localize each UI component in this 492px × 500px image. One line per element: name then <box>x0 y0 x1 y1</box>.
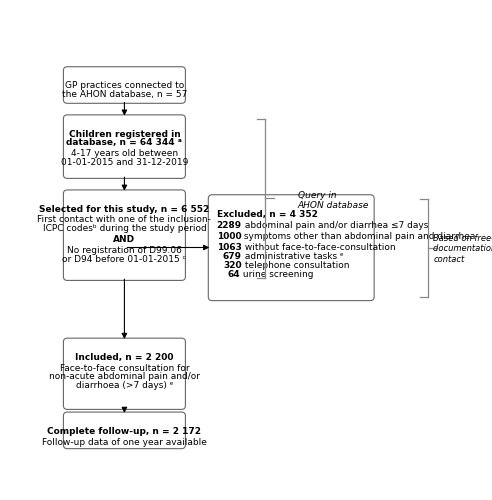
FancyBboxPatch shape <box>63 190 185 280</box>
Text: 4-17 years old between: 4-17 years old between <box>71 149 178 158</box>
Text: Based on free-text
documentation of first
contact: Based on free-text documentation of firs… <box>433 234 492 264</box>
Text: Complete follow-up, n = 2 172: Complete follow-up, n = 2 172 <box>47 426 201 436</box>
Text: database, n = 64 344 ᵃ: database, n = 64 344 ᵃ <box>66 138 183 147</box>
Text: GP practices connected to: GP practices connected to <box>65 82 184 90</box>
Text: First contact with one of the inclusion-: First contact with one of the inclusion- <box>37 216 212 224</box>
FancyBboxPatch shape <box>63 412 185 449</box>
Text: without face-to-face-consultation: without face-to-face-consultation <box>242 244 395 252</box>
Text: non-acute abdominal pain and/or: non-acute abdominal pain and/or <box>49 372 200 382</box>
Text: 01-01-2015 and 31-12-2019: 01-01-2015 and 31-12-2019 <box>61 158 188 167</box>
Text: 64: 64 <box>227 270 240 279</box>
Text: diarrhoea (>7 days) ᵉ: diarrhoea (>7 days) ᵉ <box>76 382 173 390</box>
Text: 2289: 2289 <box>216 221 242 230</box>
FancyBboxPatch shape <box>208 194 374 300</box>
FancyBboxPatch shape <box>63 115 185 178</box>
Text: Included, n = 2 200: Included, n = 2 200 <box>75 353 174 362</box>
Text: administrative tasks ᵉ: administrative tasks ᵉ <box>242 252 344 261</box>
FancyBboxPatch shape <box>63 66 185 104</box>
Text: 320: 320 <box>223 261 242 270</box>
Text: 1000: 1000 <box>216 232 241 241</box>
Text: the AHON database, n = 57: the AHON database, n = 57 <box>62 90 187 100</box>
Text: Children registered in: Children registered in <box>68 130 180 138</box>
Text: or D94 before 01-01-2015 ᶜ: or D94 before 01-01-2015 ᶜ <box>62 254 186 264</box>
Text: No registration of D99.06: No registration of D99.06 <box>67 246 182 255</box>
Text: Selected for this study, n = 6 552: Selected for this study, n = 6 552 <box>39 204 210 214</box>
Text: ICPC codesᵇ during the study period: ICPC codesᵇ during the study period <box>42 224 206 234</box>
Text: AND: AND <box>113 235 135 244</box>
Text: symptoms other than abdominal pain and diarrhea: symptoms other than abdominal pain and d… <box>241 232 476 241</box>
Text: Query in
AHON database: Query in AHON database <box>298 191 369 210</box>
Text: 1063: 1063 <box>216 244 242 252</box>
FancyBboxPatch shape <box>63 338 185 409</box>
Text: abdominal pain and/or diarrhea ≤7 days: abdominal pain and/or diarrhea ≤7 days <box>242 221 428 230</box>
Text: Face-to-face consultation for: Face-to-face consultation for <box>60 364 189 372</box>
Text: telephone consultation: telephone consultation <box>242 261 349 270</box>
Text: Follow-up data of one year available: Follow-up data of one year available <box>42 438 207 446</box>
Text: 679: 679 <box>223 252 242 261</box>
Text: urine screening: urine screening <box>240 270 313 279</box>
Text: Excluded, n = 4 352: Excluded, n = 4 352 <box>216 210 317 219</box>
